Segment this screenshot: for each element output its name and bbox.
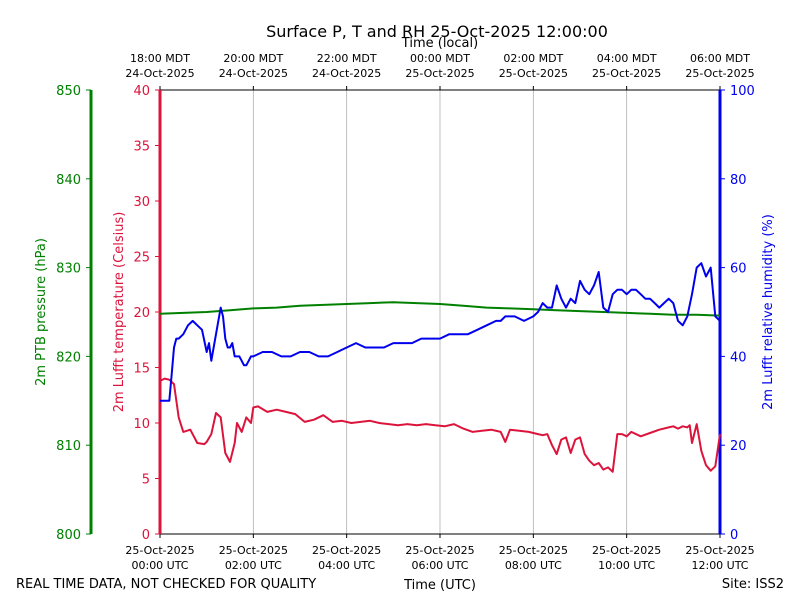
x-tick-label-local-time: 02:00 MDT — [503, 52, 563, 65]
humidity-axis-tick-label: 80 — [730, 173, 747, 188]
quality-notice: REAL TIME DATA, NOT CHECKED FOR QUALITY — [16, 577, 316, 592]
pressure-axis-tick-label: 830 — [56, 262, 81, 277]
x-tick-label-local-date: 24-Oct-2025 — [125, 67, 194, 80]
temperature-axis-tick-label: 15 — [133, 362, 150, 377]
x-tick-label-local-time: 00:00 MDT — [410, 52, 470, 65]
x-tick-label-local-time: 22:00 MDT — [317, 52, 377, 65]
pressure-axis-tick-label: 800 — [56, 528, 81, 543]
pressure-axis-tick-label: 810 — [56, 439, 81, 454]
pressure-axis-tick-label: 820 — [56, 350, 81, 365]
temperature-axis-label: 2m Lufft temperature (Celsius) — [112, 212, 127, 413]
x-tick-label-utc-time: 00:00 UTC — [131, 559, 188, 572]
temperature-axis-tick-label: 30 — [133, 195, 150, 210]
x-tick-label-utc-time: 12:00 UTC — [691, 559, 748, 572]
x-tick-label-utc-time: 08:00 UTC — [505, 559, 562, 572]
x-tick-label-utc-time: 02:00 UTC — [225, 559, 282, 572]
temperature-axis-tick-label: 25 — [133, 251, 150, 266]
x-tick-label-local-date: 24-Oct-2025 — [219, 67, 288, 80]
x-tick-label-local-date: 25-Oct-2025 — [405, 67, 474, 80]
x-tick-label-local-date: 25-Oct-2025 — [685, 67, 754, 80]
temperature-axis-tick-label: 5 — [142, 473, 150, 488]
x-tick-label-local-time: 06:00 MDT — [690, 52, 750, 65]
site-label: Site: ISS2 — [722, 577, 784, 592]
humidity-axis-tick-label: 0 — [730, 528, 738, 543]
pressure-axis-tick-label: 850 — [56, 84, 81, 99]
x-tick-label-local-date: 25-Oct-2025 — [592, 67, 661, 80]
temperature-axis-tick-label: 20 — [133, 306, 150, 321]
x-tick-label-local-time: 18:00 MDT — [130, 52, 190, 65]
x-tick-label-utc-date: 25-Oct-2025 — [405, 544, 474, 557]
temperature-axis-tick-label: 10 — [133, 417, 150, 432]
x-tick-label-utc-date: 25-Oct-2025 — [219, 544, 288, 557]
x-tick-label-utc-date: 25-Oct-2025 — [125, 544, 194, 557]
x-tick-label-utc-date: 25-Oct-2025 — [685, 544, 754, 557]
x-tick-label-local-date: 24-Oct-2025 — [312, 67, 381, 80]
humidity-axis-tick-label: 20 — [730, 439, 747, 454]
x-tick-label-utc-date: 25-Oct-2025 — [592, 544, 661, 557]
humidity-axis-tick-label: 40 — [730, 350, 747, 365]
pressure-axis-tick-label: 840 — [56, 173, 81, 188]
humidity-axis-tick-label: 100 — [730, 84, 755, 99]
temperature-series-line — [159, 377, 721, 473]
x-tick-label-utc-time: 04:00 UTC — [318, 559, 375, 572]
x-tick-label-utc-time: 10:00 UTC — [598, 559, 655, 572]
chart-title: Surface P, T and RH 25-Oct-2025 12:00:00 — [266, 22, 608, 41]
temperature-axis-tick-label: 35 — [133, 140, 150, 155]
x-tick-label-utc-time: 06:00 UTC — [411, 559, 468, 572]
pressure-series-line — [159, 301, 721, 317]
x-tick-label-utc-date: 25-Oct-2025 — [312, 544, 381, 557]
top-x-axis-label: Time (local) — [401, 36, 478, 51]
x-tick-label-utc-date: 25-Oct-2025 — [499, 544, 568, 557]
temperature-axis-tick-label: 0 — [142, 528, 150, 543]
pressure-axis-label: 2m PTB pressure (hPa) — [34, 238, 49, 386]
x-tick-label-local-time: 04:00 MDT — [597, 52, 657, 65]
x-tick-label-local-time: 20:00 MDT — [223, 52, 283, 65]
x-tick-label-local-date: 25-Oct-2025 — [499, 67, 568, 80]
humidity-axis-tick-label: 60 — [730, 262, 747, 277]
humidity-axis-label: 2m Lufft relative humidity (%) — [761, 214, 776, 410]
bottom-x-axis-label: Time (UTC) — [403, 578, 476, 593]
temperature-axis-tick-label: 40 — [133, 84, 150, 99]
humidity-series-line — [160, 262, 721, 402]
